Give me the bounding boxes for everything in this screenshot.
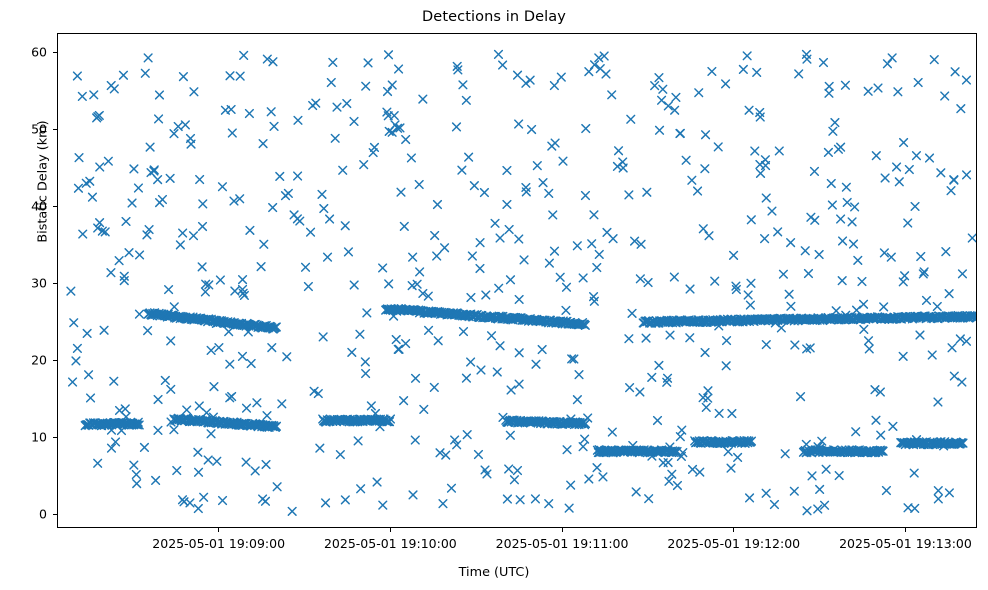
x-tick-label: 2025-05-01 19:12:00 xyxy=(667,536,801,551)
x-tick-label: 2025-05-01 19:11:00 xyxy=(495,536,629,551)
x-tick-label: 2025-05-01 19:09:00 xyxy=(152,536,286,551)
y-tick-mark xyxy=(53,128,57,130)
x-tick-mark xyxy=(561,528,563,532)
y-tick-label: 0 xyxy=(39,506,47,522)
page-title: Detections in Delay xyxy=(422,9,566,25)
x-tick-label: 2025-05-01 19:10:00 xyxy=(323,536,457,551)
y-tick-mark xyxy=(53,513,57,515)
x-tick-mark xyxy=(218,528,220,532)
y-tick-label: 30 xyxy=(31,275,47,291)
x-tick-mark xyxy=(904,528,907,532)
plot-area xyxy=(57,33,977,528)
y-tick-mark xyxy=(53,51,57,53)
x-axis-label: Time (UTC) xyxy=(458,565,530,580)
x-tick-label: 2025-05-01 19:13:00 xyxy=(839,536,972,551)
y-tick-mark xyxy=(53,282,57,284)
y-tick-label: 10 xyxy=(31,429,47,445)
y-tick-mark xyxy=(53,436,57,438)
x-tick-mark xyxy=(389,528,391,532)
x-tick-mark xyxy=(733,528,735,532)
y-tick-label: 60 xyxy=(31,44,47,60)
y-tick-label: 20 xyxy=(31,352,47,368)
y-axis-label: Bistatic Delay (km) xyxy=(35,120,51,243)
y-tick-label: 50 xyxy=(31,121,47,137)
y-tick-mark xyxy=(53,205,57,207)
scatter-layer xyxy=(66,49,976,516)
y-tick-label: 40 xyxy=(31,198,47,214)
y-tick-mark xyxy=(53,359,57,361)
